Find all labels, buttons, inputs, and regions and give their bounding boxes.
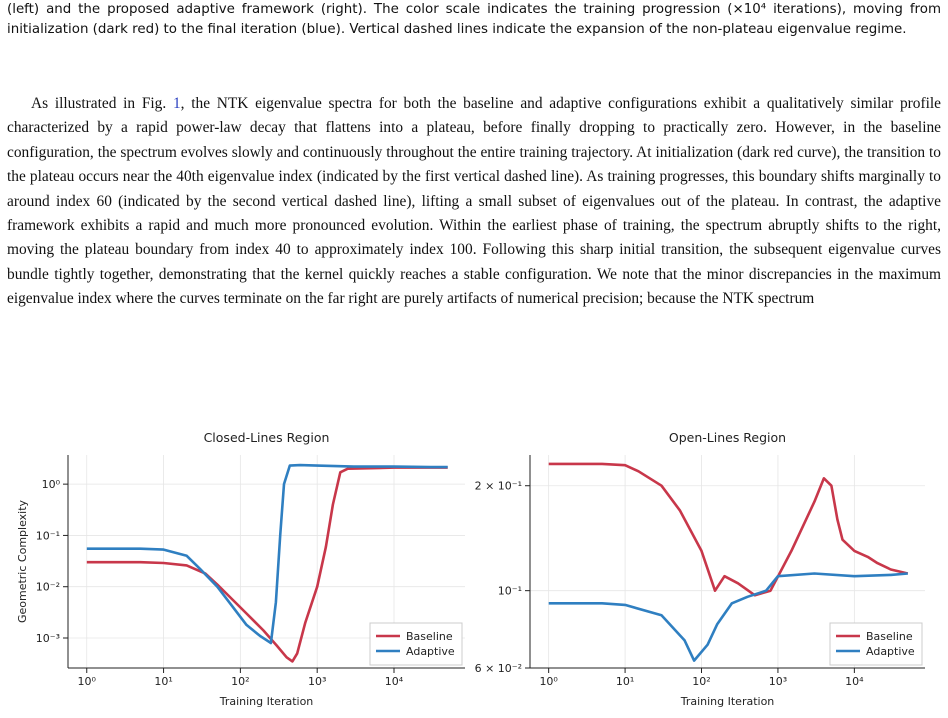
y-tick-label: 10⁻³	[36, 632, 60, 645]
figure-ref[interactable]: 1	[172, 95, 181, 112]
series-line	[548, 462, 909, 597]
x-tick-label: 10³	[769, 675, 787, 688]
legend-label: Adaptive	[406, 645, 455, 658]
y-tick-label: 2 × 10⁻¹	[475, 480, 522, 493]
x-tick-label: 10²	[231, 675, 249, 688]
x-tick-label: 10⁰	[78, 675, 97, 688]
legend-box	[829, 622, 923, 666]
y-axis-label: Geometric Complexity	[16, 499, 29, 623]
figure: Closed-Lines Region 10⁰ 10¹ 10² 10³ 10⁴ 10⁻³ 10…	[16, 430, 925, 708]
x-tick-label: 10³	[308, 675, 326, 688]
x-tick-label: 10⁴	[845, 675, 864, 688]
x-tick-label: 10⁰	[539, 675, 558, 688]
paragraph: As illustrated in Fig. 1, the NTK eigenv…	[7, 92, 941, 312]
chart-title: Closed-Lines Region	[204, 430, 330, 445]
x-tick-label: 10¹	[154, 675, 172, 688]
y-tick-label: 6 × 10⁻²	[475, 662, 522, 675]
legend-label: Baseline	[406, 630, 453, 643]
x-tick-label: 10²	[692, 675, 710, 688]
text: , the NTK eigenvalue spectra for both th…	[7, 95, 941, 308]
figure-caption: (left) and the proposed adaptive framewo…	[7, 2, 941, 37]
legend-label: Baseline	[866, 630, 913, 643]
text: As illustrated in Fig.	[31, 95, 173, 112]
x-axis-label: Training Iteration	[680, 695, 775, 708]
chart-title: Open-Lines Region	[669, 430, 786, 445]
x-tick-label: 10¹	[616, 675, 634, 688]
series-line	[86, 463, 448, 645]
series-line	[548, 572, 908, 662]
legend-box	[369, 622, 463, 666]
y-tick-label: 10⁻²	[36, 581, 60, 594]
x-tick-label: 10⁴	[385, 675, 404, 688]
y-tick-label: 10⁻¹	[36, 529, 60, 542]
legend-label: Adaptive	[866, 645, 915, 658]
series-line	[86, 466, 448, 663]
x-axis-label: Training Iteration	[219, 695, 314, 708]
y-tick-label: 10⁰	[42, 478, 61, 491]
y-tick-label: 10⁻¹	[498, 585, 522, 598]
